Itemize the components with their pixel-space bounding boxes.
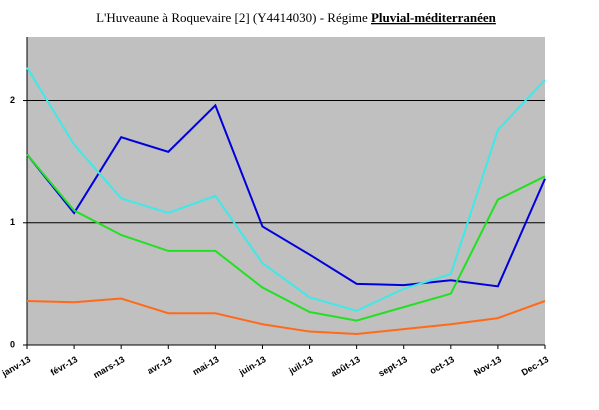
series-line (26, 103, 546, 288)
plot-area (27, 37, 545, 345)
x-tick-label: oct-13 (428, 354, 456, 376)
y-tick-label: 0 (10, 339, 15, 349)
x-tick-label: avr-13 (145, 354, 173, 376)
x-tick-label: janv-13 (0, 354, 32, 379)
x-tick-label: févr-13 (49, 354, 80, 377)
x-tick-label: mars-13 (91, 354, 126, 380)
title-text: L'Huveaune à Roquevaire [2] (Y4414030) -… (96, 10, 368, 25)
chart-title: L'Huveaune à Roquevaire [2] (Y4414030) -… (96, 10, 497, 25)
y-tick-label: 2 (10, 95, 15, 105)
x-tick-label: juil-13 (286, 354, 314, 376)
x-tick-label: mai-13 (191, 354, 221, 377)
x-tick-label: Nov-13 (472, 354, 503, 378)
regime: Pluvial-méditerranéen (371, 10, 497, 25)
series-line (26, 297, 546, 336)
series-line (26, 153, 546, 322)
y-tick-label: 1 (10, 217, 15, 227)
x-tick-label: août-13 (329, 354, 362, 379)
x-tick-label: sept-13 (377, 354, 409, 378)
series-line (26, 67, 546, 312)
x-tick-label: Dec-13 (520, 354, 551, 377)
x-tick-label: juin-13 (237, 354, 268, 378)
